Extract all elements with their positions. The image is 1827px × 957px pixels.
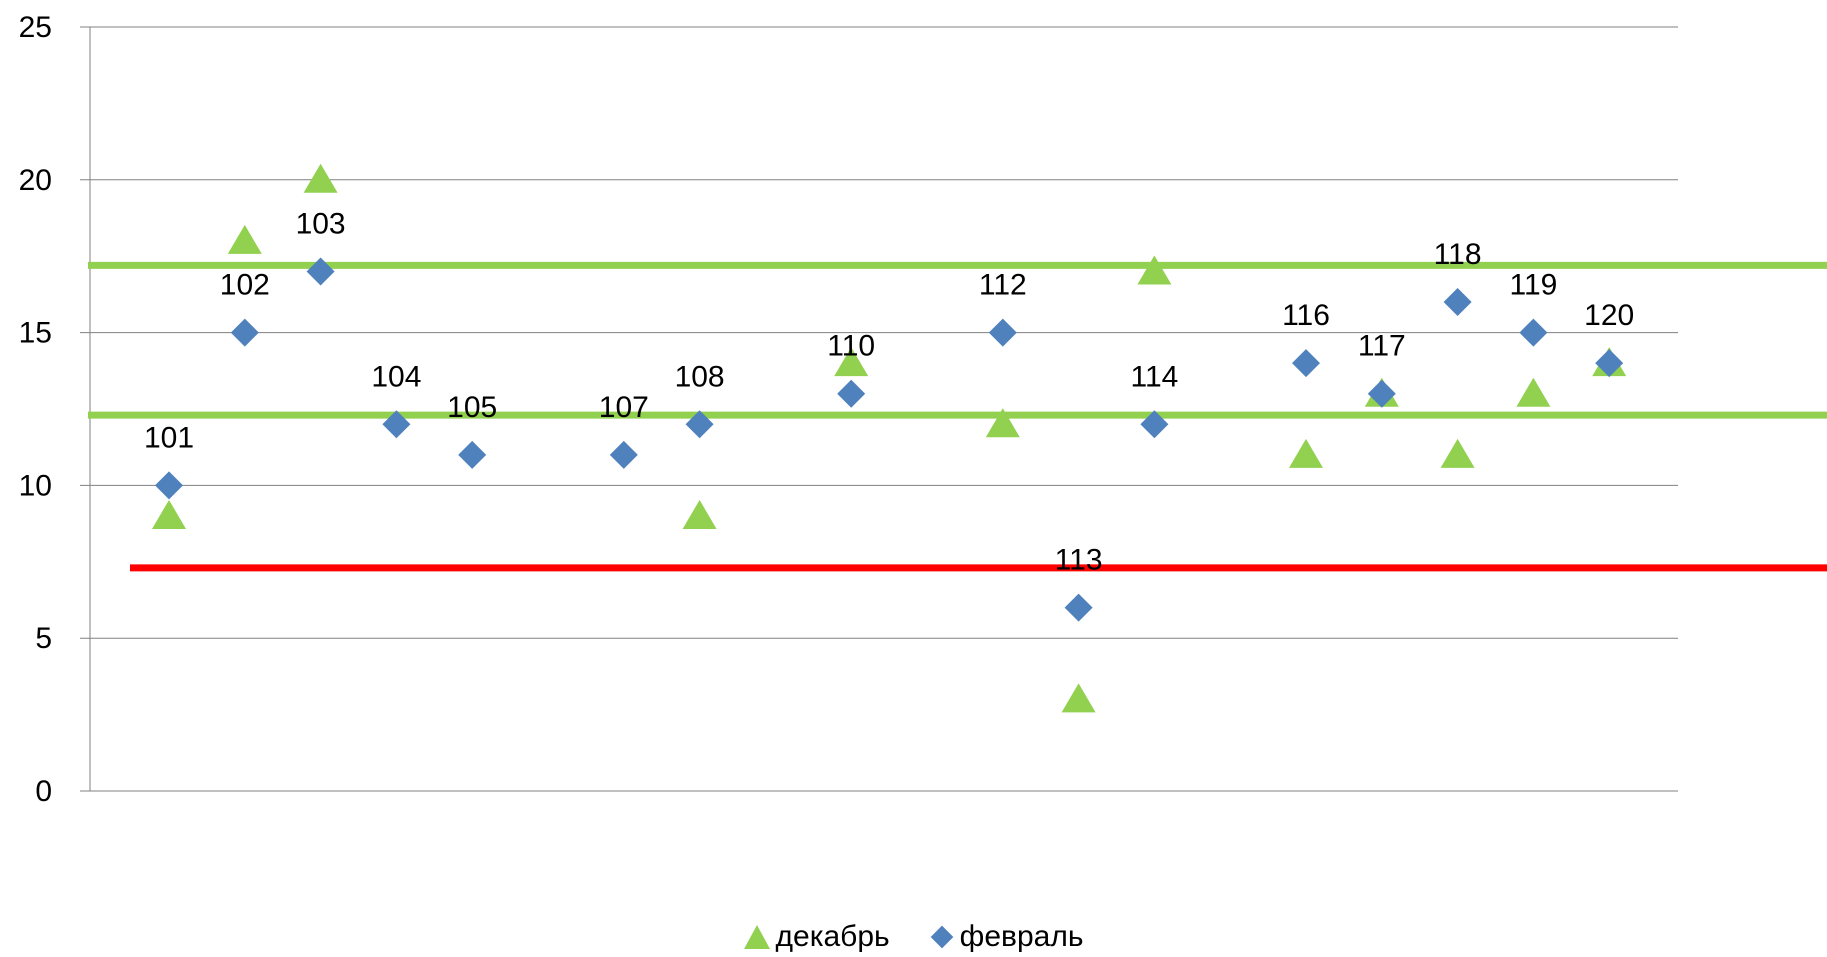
december-point-110 bbox=[834, 347, 869, 377]
february-point-103 bbox=[306, 257, 335, 286]
y-tick-label-0: 0 bbox=[35, 775, 52, 808]
legend-label-february: февраль bbox=[959, 920, 1084, 953]
december-point-103 bbox=[303, 163, 338, 193]
point-labels: 101 102 103 104 105 107 108 110 112 113 114 116 117 1… bbox=[144, 207, 1634, 576]
february-point-119 bbox=[1519, 318, 1548, 347]
february-point-105 bbox=[458, 440, 487, 469]
december-point-108 bbox=[682, 499, 717, 529]
point-label-117: 117 bbox=[1358, 330, 1406, 363]
december-point-114 bbox=[1137, 255, 1172, 285]
february-point-114 bbox=[1140, 410, 1169, 439]
legend: декабрь февраль bbox=[0, 917, 1827, 957]
point-label-105: 105 bbox=[447, 391, 497, 424]
february-point-101 bbox=[155, 471, 183, 500]
point-label-104: 104 bbox=[371, 360, 421, 393]
legend-item-february: февраль bbox=[930, 920, 1084, 954]
december-point-112 bbox=[985, 408, 1020, 438]
february-point-120 bbox=[1595, 349, 1624, 378]
y-tick-label-10: 10 bbox=[19, 469, 52, 502]
december-point-119 bbox=[1516, 377, 1551, 407]
february-point-113 bbox=[1064, 593, 1093, 622]
february-point-108 bbox=[685, 410, 714, 439]
point-label-112: 112 bbox=[979, 269, 1027, 302]
february-point-112 bbox=[988, 318, 1017, 347]
point-label-118: 118 bbox=[1434, 238, 1482, 271]
point-label-119: 119 bbox=[1509, 269, 1557, 302]
grid-lines bbox=[80, 26, 1678, 792]
triangle-marker-icon bbox=[743, 925, 770, 949]
february-point-117 bbox=[1367, 379, 1396, 408]
legend-item-december: декабрь bbox=[743, 920, 890, 954]
february-point-110 bbox=[837, 379, 866, 408]
december-point-116 bbox=[1289, 438, 1323, 468]
point-label-116: 116 bbox=[1282, 299, 1330, 332]
december-point-118 bbox=[1440, 438, 1475, 468]
february-point-118 bbox=[1443, 288, 1472, 317]
february-point-116 bbox=[1292, 349, 1320, 378]
december-point-102 bbox=[227, 224, 262, 254]
y-tick-label-20: 20 bbox=[19, 164, 52, 197]
point-label-107: 107 bbox=[599, 391, 649, 424]
reference-lines bbox=[88, 261, 1827, 572]
point-label-120: 120 bbox=[1584, 299, 1634, 332]
december-point-101 bbox=[152, 499, 186, 529]
y-tick-label-25: 25 bbox=[19, 11, 52, 44]
february-point-102 bbox=[230, 318, 259, 347]
point-label-113: 113 bbox=[1055, 544, 1103, 577]
february-point-104 bbox=[382, 410, 411, 439]
december-point-113 bbox=[1061, 683, 1096, 713]
y-axis-tick-labels: 0 5 10 15 20 25 bbox=[19, 11, 52, 808]
y-tick-label-5: 5 bbox=[35, 622, 52, 655]
diamond-marker-icon bbox=[930, 925, 953, 949]
y-tick-label-15: 15 bbox=[19, 317, 52, 350]
point-label-110: 110 bbox=[827, 330, 875, 363]
legend-label-december: декабрь bbox=[775, 920, 890, 953]
point-label-102: 102 bbox=[220, 269, 270, 302]
series-december-markers bbox=[152, 163, 1627, 713]
point-label-101: 101 bbox=[144, 421, 194, 454]
series-february-markers bbox=[155, 257, 1624, 622]
february-point-107 bbox=[609, 440, 638, 469]
point-label-103: 103 bbox=[296, 207, 346, 240]
point-label-114: 114 bbox=[1130, 360, 1178, 393]
point-label-108: 108 bbox=[675, 360, 725, 393]
